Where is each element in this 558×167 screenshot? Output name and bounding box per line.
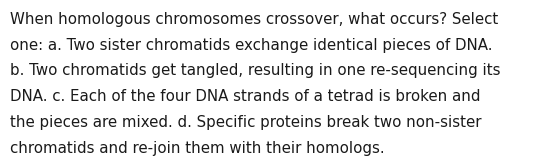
Text: one: a. Two sister chromatids exchange identical pieces of DNA.: one: a. Two sister chromatids exchange i… — [10, 38, 493, 53]
Text: chromatids and re-join them with their homologs.: chromatids and re-join them with their h… — [10, 141, 384, 156]
Text: the pieces are mixed. d. Specific proteins break two non-sister: the pieces are mixed. d. Specific protei… — [10, 115, 482, 130]
Text: When homologous chromosomes crossover, what occurs? Select: When homologous chromosomes crossover, w… — [10, 12, 498, 27]
Text: b. Two chromatids get tangled, resulting in one re-sequencing its: b. Two chromatids get tangled, resulting… — [10, 63, 501, 78]
Text: DNA. c. Each of the four DNA strands of a tetrad is broken and: DNA. c. Each of the four DNA strands of … — [10, 89, 480, 104]
